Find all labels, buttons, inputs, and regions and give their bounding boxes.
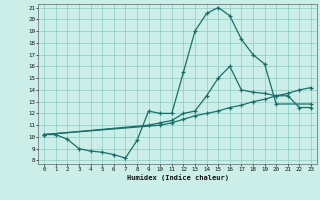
X-axis label: Humidex (Indice chaleur): Humidex (Indice chaleur)	[127, 175, 228, 181]
